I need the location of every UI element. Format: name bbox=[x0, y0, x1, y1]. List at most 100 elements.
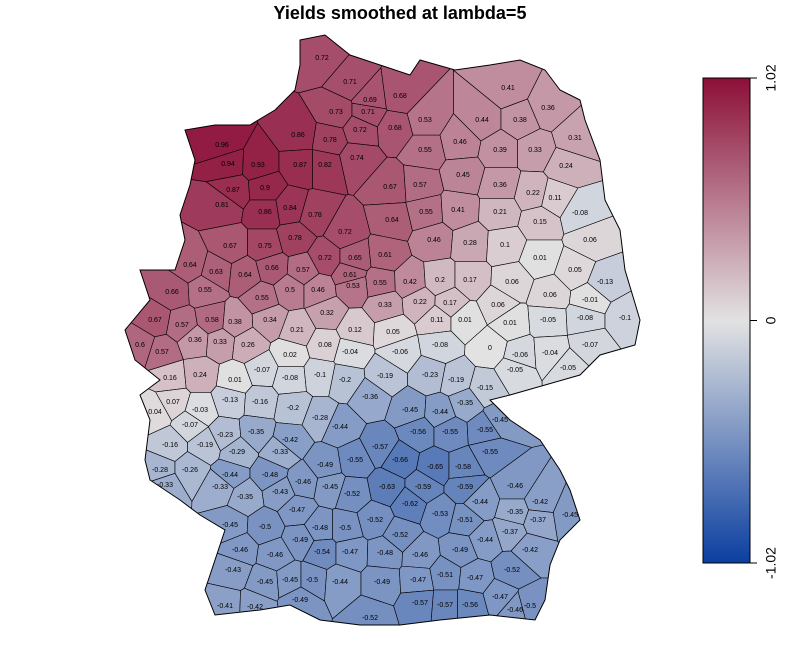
region-label: -0.51 bbox=[437, 572, 453, 579]
region-label: 0 bbox=[488, 345, 492, 352]
region-label: 0.58 bbox=[205, 317, 219, 324]
region-label: 0.06 bbox=[491, 302, 505, 309]
region-label: -0.1 bbox=[619, 315, 631, 322]
region-label: 0.66 bbox=[265, 265, 279, 272]
region-label: 0.11 bbox=[430, 317, 443, 324]
region-label: -0.37 bbox=[502, 529, 518, 536]
region-label: 0.86 bbox=[258, 209, 272, 216]
region-label: 0.67 bbox=[383, 184, 397, 191]
region-label: -0.55 bbox=[442, 429, 458, 436]
region-label: 0.55 bbox=[198, 287, 212, 294]
region-label: 0.65 bbox=[348, 255, 362, 262]
region-label: -0.42 bbox=[522, 547, 538, 554]
region-label: -0.42 bbox=[247, 604, 263, 611]
region-label: 0.72 bbox=[338, 229, 352, 236]
region-label: 0.94 bbox=[221, 161, 235, 168]
region-label: 0.82 bbox=[318, 162, 332, 169]
region-label: 0.93 bbox=[251, 162, 265, 169]
region bbox=[604, 274, 640, 401]
region-label: 0.55 bbox=[418, 147, 432, 154]
map-title: Yields smoothed at lambda=5 bbox=[274, 3, 527, 23]
region-label: 0.57 bbox=[413, 182, 427, 189]
region-label: -0.16 bbox=[162, 442, 178, 449]
region-label: -0.35 bbox=[457, 400, 473, 407]
region-label: -0.44 bbox=[222, 472, 238, 479]
region-label: -0.13 bbox=[597, 279, 613, 286]
region-label: 0.01 bbox=[228, 377, 242, 384]
region-label: 0.01 bbox=[458, 317, 472, 324]
region-label: -0.46 bbox=[295, 479, 311, 486]
region-label: -0.49 bbox=[374, 579, 390, 586]
region-label: 0.78 bbox=[308, 212, 322, 219]
region-label: 0.28 bbox=[463, 240, 477, 247]
region-label: 0.61 bbox=[343, 272, 357, 279]
region-label: -0.56 bbox=[462, 602, 478, 609]
region-label: 0.64 bbox=[183, 262, 197, 269]
region-label: 0.53 bbox=[346, 283, 360, 290]
region-label: 0.44 bbox=[475, 117, 489, 124]
region-label: 0.81 bbox=[215, 202, 229, 209]
region-label: 0.07 bbox=[166, 399, 180, 406]
region-label: 0.41 bbox=[451, 207, 465, 214]
region-label: -0.23 bbox=[422, 372, 438, 379]
region bbox=[428, 589, 458, 625]
region-label: 0.67 bbox=[223, 243, 237, 250]
region-label: 0.84 bbox=[283, 205, 297, 212]
region-label: -0.47 bbox=[492, 594, 508, 601]
region-label: 0.32 bbox=[320, 310, 334, 317]
region-label: -0.28 bbox=[152, 467, 168, 474]
region-label: -0.45 bbox=[402, 407, 418, 414]
region-label: 0.68 bbox=[388, 125, 402, 132]
region-label: 0.05 bbox=[568, 267, 582, 274]
region-label: -0.54 bbox=[314, 549, 330, 556]
region-label: 0.15 bbox=[533, 219, 547, 226]
region-label: -0.56 bbox=[410, 429, 426, 436]
region-label: 0.38 bbox=[228, 319, 242, 326]
region-label: -0.49 bbox=[292, 537, 308, 544]
region-label: -0.46 bbox=[267, 552, 283, 559]
region-label: -0.19 bbox=[448, 377, 464, 384]
region-label: 0.9 bbox=[260, 185, 270, 192]
region bbox=[552, 439, 640, 610]
region-label: 0.01 bbox=[533, 255, 547, 262]
region-label: 0.69 bbox=[363, 97, 377, 104]
region-label: -0.23 bbox=[217, 432, 233, 439]
region-label: 0.36 bbox=[493, 182, 507, 189]
region-label: 0.55 bbox=[419, 209, 433, 216]
region-label: 0.06 bbox=[583, 237, 597, 244]
region-label: -0.19 bbox=[197, 442, 213, 449]
region-label: -0.59 bbox=[457, 484, 473, 491]
region-label: -0.45 bbox=[282, 577, 298, 584]
region-labels: 0.72 0.71 0.69 0.68 0.73 0.71 0.68 0.72 0.96 0.94… bbox=[135, 55, 631, 622]
region-label: -0.57 bbox=[372, 444, 388, 451]
region-label: 0.33 bbox=[528, 147, 542, 154]
region-label: 0.64 bbox=[385, 217, 399, 224]
region-label: 0.68 bbox=[393, 93, 407, 100]
region-label: -0.37 bbox=[530, 517, 546, 524]
region-label: 0.1 bbox=[500, 242, 510, 249]
region-label: -0.53 bbox=[432, 511, 448, 518]
region-label: -0.1 bbox=[314, 372, 326, 379]
region bbox=[541, 347, 640, 442]
region-label: -0.5 bbox=[259, 524, 271, 531]
region-label: 0.46 bbox=[453, 139, 467, 146]
region-label: -0.05 bbox=[507, 367, 523, 374]
region-label: -0.55 bbox=[477, 427, 493, 434]
region-label: 0.87 bbox=[226, 187, 240, 194]
region-label: -0.49 bbox=[292, 597, 308, 604]
region-label: -0.07 bbox=[254, 367, 270, 374]
region-label: -0.05 bbox=[560, 365, 576, 372]
colorbar-ticks: -1.02 0 1.02 bbox=[750, 64, 779, 579]
region-label: 0.72 bbox=[318, 255, 332, 262]
region-label: -0.51 bbox=[457, 517, 473, 524]
region-label: -0.55 bbox=[347, 457, 363, 464]
region-label: 0.21 bbox=[290, 327, 304, 334]
region-label: 0.64 bbox=[238, 272, 252, 279]
region-label: -0.2 bbox=[339, 377, 351, 384]
region-label: 0.67 bbox=[148, 317, 162, 324]
region bbox=[125, 472, 193, 594]
region-label: -0.45 bbox=[222, 522, 238, 529]
region-label: -0.46 bbox=[232, 547, 248, 554]
region-label: 0.02 bbox=[283, 352, 297, 359]
region-label: -0.49 bbox=[317, 462, 333, 469]
